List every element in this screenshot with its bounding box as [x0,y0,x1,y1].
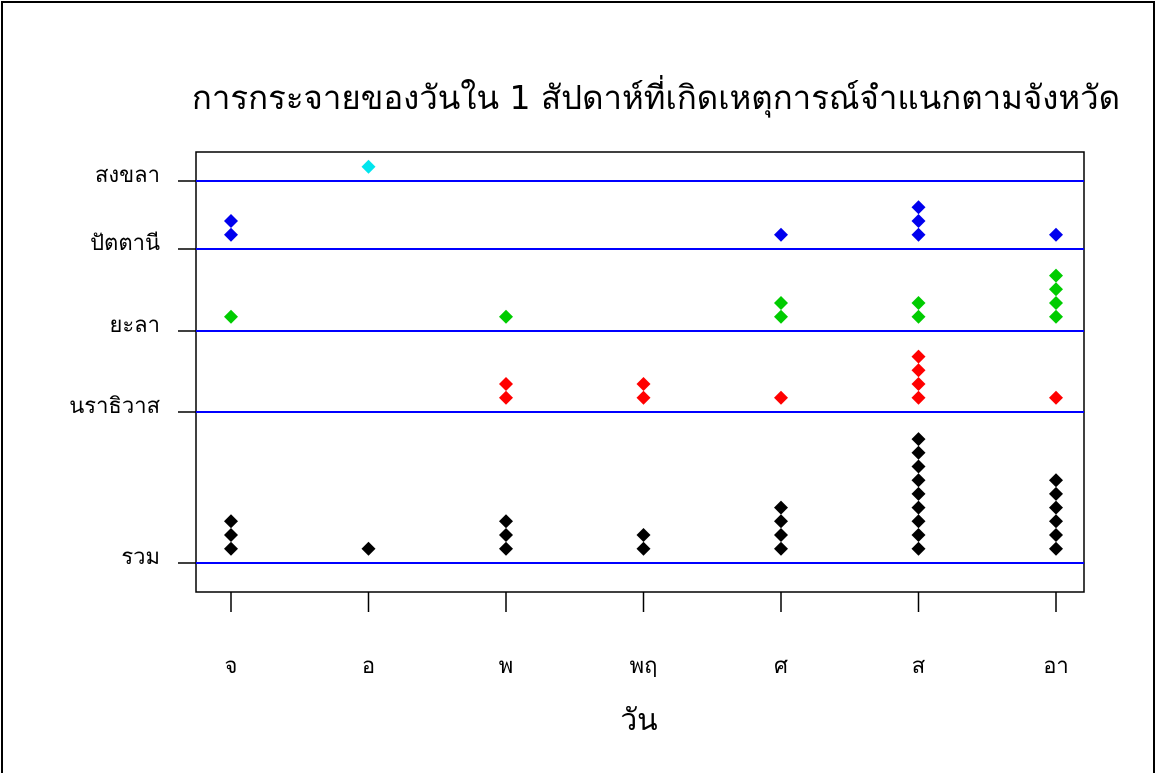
data-point [911,432,926,447]
data-point [224,528,238,542]
data-point [911,349,926,364]
y-tick-label: ปัตตานี [90,231,160,256]
x-tick-label: อา [1043,654,1069,679]
data-point [911,445,926,460]
data-point [636,528,651,542]
data-point [911,486,926,501]
y-tick-label: สงขลา [95,163,160,188]
data-point [911,528,926,542]
y-tick-label: รวม [121,545,160,570]
data-point [774,227,788,242]
data-point [774,390,788,405]
data-point [911,541,926,556]
data-point [774,296,788,310]
data-point [499,528,513,542]
data-point [1049,473,1063,488]
data-point [224,514,238,529]
data-point [1049,514,1063,529]
x-tick-label: พ [499,654,514,679]
x-tick-label: พฤ [630,654,658,679]
x-tick-label: จ [225,654,238,679]
data-point [361,159,376,174]
data-point [911,514,926,529]
data-point [774,309,788,324]
y-tick-label: ยะลา [109,313,160,338]
x-tick-label: ส [912,654,926,679]
group-reference-lines [196,180,1084,564]
data-point [1049,309,1063,324]
data-point [224,227,238,242]
x-axis: จ อ พ พฤ ศ ส อา [225,592,1069,679]
data-point [911,377,926,391]
data-points [224,159,1063,556]
data-point [224,541,238,556]
y-axis: รวม นราธิวาส ยะลา ปัตตานี สงขลา [69,163,196,570]
data-point [774,541,788,556]
x-axis-title: วัน [620,703,657,738]
data-point [774,500,788,515]
data-point [1049,282,1063,297]
data-point [911,214,926,228]
data-point [224,214,238,228]
data-point [911,459,926,474]
data-point [361,541,376,556]
data-point [1049,541,1063,556]
data-point [911,473,926,488]
data-point [224,309,238,324]
data-point [1049,528,1063,542]
data-point [774,514,788,529]
data-point [499,541,513,556]
x-tick-label: ศ [774,654,788,679]
data-point [774,528,788,542]
data-point [499,514,513,529]
data-point [911,309,926,324]
data-point [1049,390,1063,405]
data-point [911,363,926,378]
plot-area [195,151,1085,593]
data-point [1049,296,1063,310]
data-point [1049,227,1063,242]
data-point [499,309,513,324]
data-point [911,390,926,405]
data-point [499,377,513,391]
data-point [911,200,926,215]
x-tick-label: อ [362,654,375,679]
data-point [911,296,926,310]
data-point [636,377,651,391]
chart-title: การกระจายของวันใน 1 สัปดาห์ที่เกิดเหตุกา… [192,75,1120,118]
data-point [1049,268,1063,283]
data-point [1049,486,1063,501]
data-point [1049,500,1063,515]
y-tick-label: นราธิวาส [69,394,160,419]
data-point [636,541,651,556]
data-point [499,390,513,405]
data-point [911,500,926,515]
data-point [636,390,651,405]
data-point [911,227,926,242]
